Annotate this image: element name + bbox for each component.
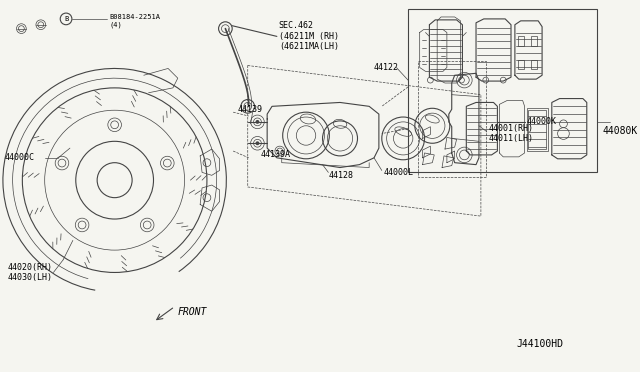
Bar	[529, 110, 546, 149]
Text: 44139A: 44139A	[260, 150, 291, 160]
Text: 44020(RH)
44030(LH): 44020(RH) 44030(LH)	[8, 263, 52, 282]
Text: FRONT: FRONT	[178, 307, 207, 317]
Text: 44122: 44122	[374, 63, 399, 72]
Circle shape	[255, 141, 259, 145]
Text: 44000L: 44000L	[384, 168, 413, 177]
Bar	[527, 108, 548, 151]
Text: 44001(RH)
44011(LH): 44001(RH) 44011(LH)	[489, 124, 534, 143]
Text: J44100HD: J44100HD	[516, 339, 563, 349]
Bar	[531, 36, 537, 46]
Text: 44000C: 44000C	[5, 153, 35, 162]
Text: SEC.462
(46211M (RH)
(46211MA(LH): SEC.462 (46211M (RH) (46211MA(LH)	[279, 22, 339, 51]
Text: B08184-2251A: B08184-2251A	[110, 14, 161, 20]
Text: 44139: 44139	[238, 105, 263, 114]
Bar	[531, 60, 537, 70]
Text: (4): (4)	[110, 22, 122, 28]
Bar	[518, 60, 524, 70]
Text: 44000K: 44000K	[527, 118, 557, 126]
Bar	[518, 36, 524, 46]
Text: B: B	[64, 16, 68, 22]
Text: 44128: 44128	[328, 171, 353, 180]
Circle shape	[255, 120, 259, 124]
Text: 44080K: 44080K	[602, 126, 637, 136]
Bar	[408, 9, 598, 172]
